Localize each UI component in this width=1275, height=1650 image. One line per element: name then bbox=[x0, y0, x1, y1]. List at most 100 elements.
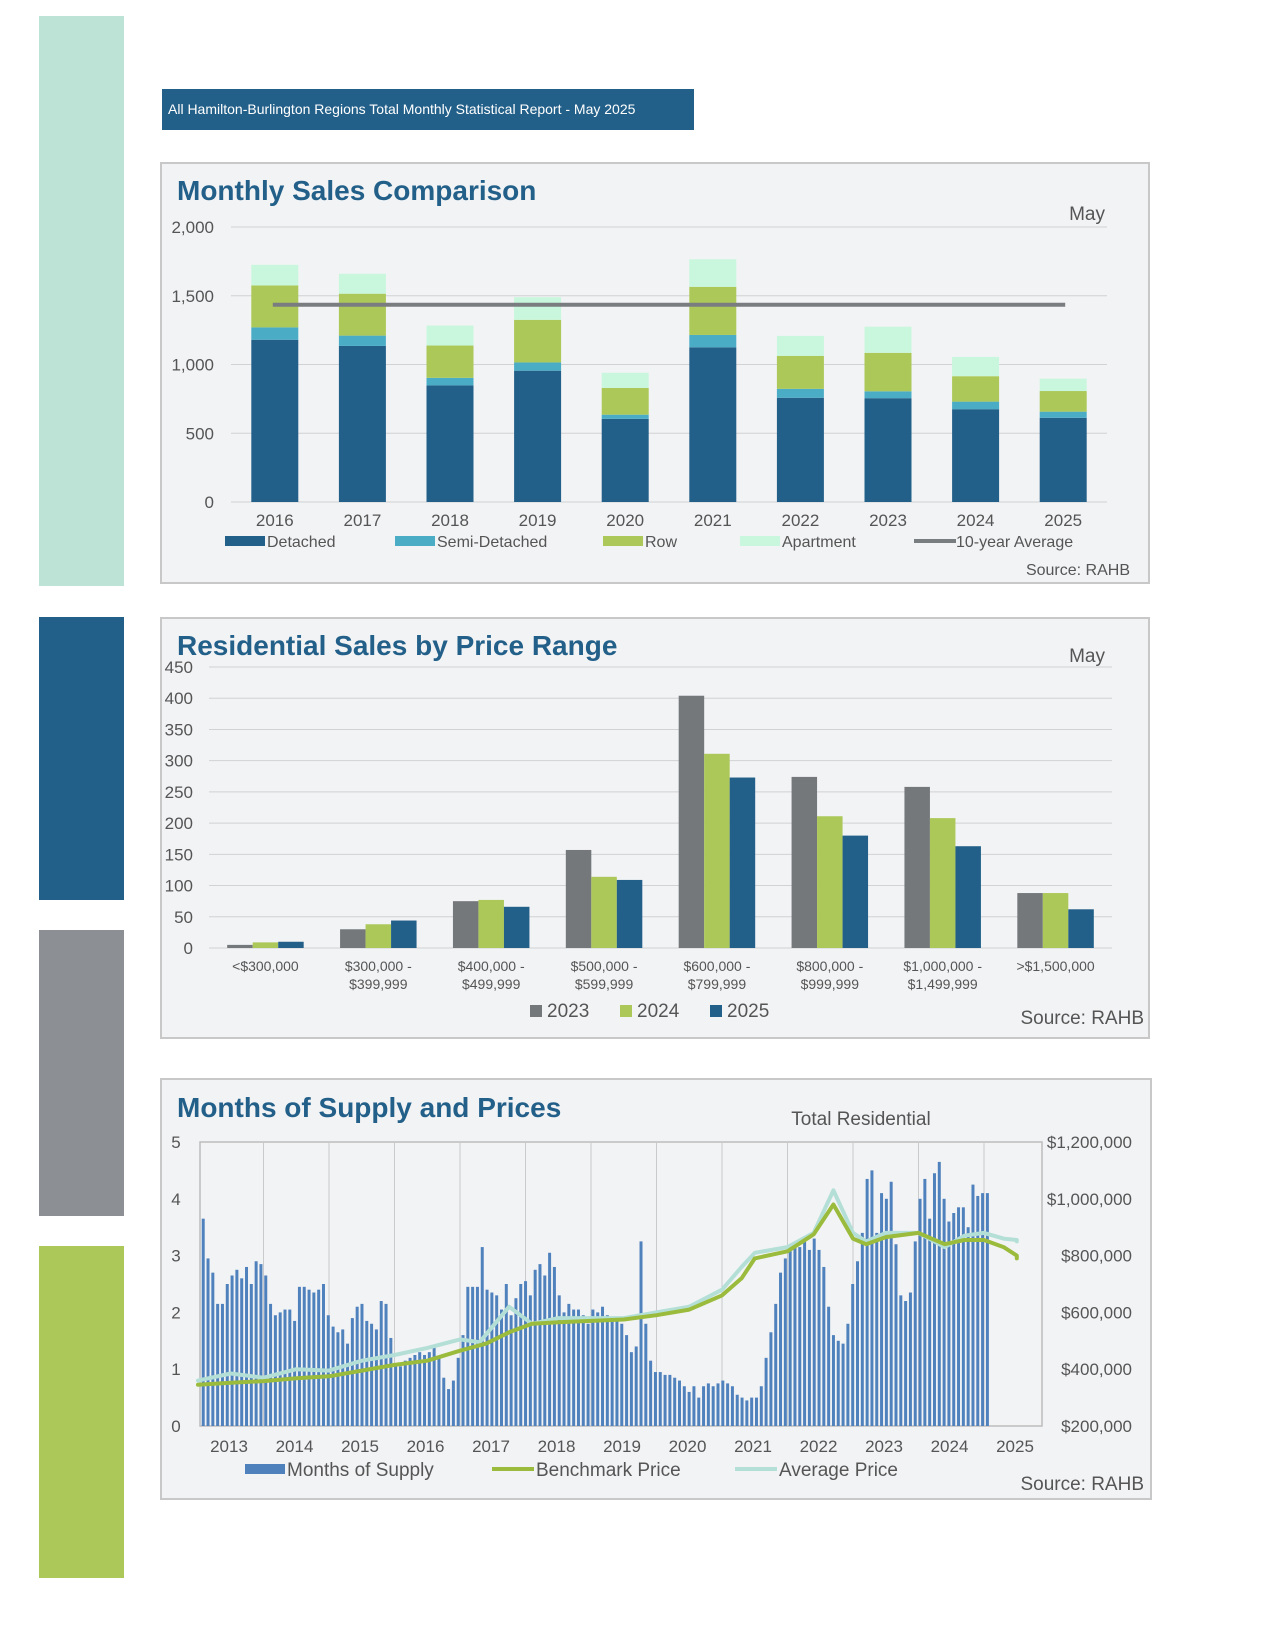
supply-bar bbox=[562, 1312, 566, 1426]
supply-bar bbox=[851, 1284, 855, 1426]
y-tick-label: 1,000 bbox=[171, 356, 214, 375]
legend-label: Row bbox=[645, 534, 677, 551]
bar bbox=[704, 753, 730, 948]
supply-bar bbox=[721, 1380, 725, 1426]
supply-bar bbox=[355, 1306, 359, 1426]
chart-source: Source: RAHB bbox=[1020, 1474, 1144, 1495]
supply-bar bbox=[596, 1312, 600, 1426]
supply-bar bbox=[668, 1374, 672, 1426]
supply-bar bbox=[500, 1309, 503, 1426]
supply-bar bbox=[543, 1275, 547, 1426]
bar-segment bbox=[864, 398, 912, 502]
legend-swatch bbox=[245, 1464, 285, 1474]
supply-bar bbox=[803, 1241, 807, 1426]
side-bar-blue bbox=[39, 617, 124, 900]
x-tick-label: 2016 bbox=[407, 1437, 445, 1456]
bar-segment bbox=[601, 418, 649, 502]
supply-bar bbox=[774, 1303, 778, 1426]
supply-bar bbox=[783, 1258, 787, 1426]
chart-subtitle: Total Residential bbox=[791, 1109, 930, 1130]
bar-segment bbox=[1039, 411, 1087, 418]
y-left-tick-label: 2 bbox=[171, 1303, 180, 1322]
supply-bar bbox=[644, 1323, 648, 1426]
x-tick-label: 2025 bbox=[996, 1437, 1034, 1456]
bar bbox=[278, 941, 304, 948]
x-tick-label: 2023 bbox=[869, 511, 907, 530]
bar-segment bbox=[776, 397, 824, 502]
supply-bar bbox=[639, 1241, 643, 1426]
x-tick-label: 2017 bbox=[472, 1437, 510, 1456]
legend-swatch bbox=[530, 1005, 542, 1017]
legend-label: 2025 bbox=[727, 1001, 769, 1022]
supply-bar bbox=[269, 1303, 273, 1426]
supply-bar bbox=[653, 1372, 657, 1426]
supply-bar bbox=[317, 1289, 321, 1426]
bar bbox=[616, 879, 643, 948]
price-range-chart: Residential Sales by Price Range May 450… bbox=[165, 630, 1144, 1029]
supply-prices-chart: Months of Supply and Prices Total Reside… bbox=[171, 1092, 1144, 1495]
supply-bar bbox=[259, 1264, 263, 1426]
x-tick-label: 2021 bbox=[694, 511, 732, 530]
supply-bar bbox=[557, 1295, 561, 1426]
bar bbox=[452, 901, 479, 948]
supply-bar bbox=[413, 1355, 417, 1426]
legend-label: Detached bbox=[267, 534, 336, 551]
supply-bar bbox=[586, 1323, 590, 1426]
bar-segment bbox=[338, 335, 386, 346]
supply-bar bbox=[576, 1309, 580, 1426]
supply-bar bbox=[663, 1374, 667, 1426]
supply-bar bbox=[981, 1193, 985, 1426]
bar bbox=[478, 899, 504, 948]
legend-swatch bbox=[395, 536, 435, 546]
supply-bar bbox=[456, 1357, 460, 1426]
x-tick-label: $799,999 bbox=[688, 976, 747, 992]
bar-segment bbox=[952, 409, 1000, 502]
supply-bar bbox=[485, 1289, 489, 1426]
supply-bar bbox=[365, 1320, 369, 1426]
supply-bar bbox=[942, 1198, 946, 1426]
legend-swatch bbox=[740, 536, 780, 546]
supply-bar bbox=[875, 1232, 879, 1426]
legend-label: 2023 bbox=[547, 1001, 589, 1022]
supply-bar bbox=[206, 1258, 210, 1426]
bar bbox=[252, 942, 279, 948]
bar-segment bbox=[338, 273, 386, 294]
y-right-tick-label: $600,000 bbox=[1061, 1303, 1132, 1322]
supply-bar bbox=[495, 1295, 499, 1426]
supply-bar bbox=[769, 1332, 773, 1426]
supply-bar bbox=[249, 1284, 253, 1426]
x-tick-label: $500,000 - bbox=[571, 958, 638, 974]
supply-bar bbox=[418, 1352, 422, 1426]
x-tick-label: $400,000 - bbox=[458, 958, 525, 974]
bar-segment bbox=[689, 334, 737, 348]
y-right-tick-label: $200,000 bbox=[1061, 1417, 1132, 1436]
supply-bar bbox=[451, 1380, 455, 1426]
supply-bar bbox=[952, 1213, 956, 1426]
bar-segment bbox=[689, 347, 737, 502]
supply-bar bbox=[615, 1318, 619, 1426]
legend-label: Semi-Detached bbox=[437, 534, 547, 551]
bar bbox=[1017, 893, 1043, 948]
legend-swatch bbox=[620, 1005, 632, 1017]
supply-bar bbox=[947, 1221, 951, 1426]
supply-prices-panel: Months of Supply and Prices Total Reside… bbox=[160, 1078, 1152, 1500]
supply-bar bbox=[466, 1286, 470, 1426]
x-tick-label: 2016 bbox=[256, 511, 294, 530]
price-range-panel: Residential Sales by Price Range May 450… bbox=[160, 617, 1150, 1039]
y-left-tick-label: 3 bbox=[171, 1247, 180, 1266]
supply-bar bbox=[884, 1198, 888, 1426]
legend-swatch bbox=[225, 536, 265, 546]
bar-segment bbox=[514, 362, 562, 371]
x-tick-label: 2024 bbox=[957, 511, 995, 530]
supply-bar bbox=[812, 1238, 816, 1426]
supply-bar bbox=[394, 1363, 398, 1426]
bar bbox=[340, 929, 366, 948]
supply-bar bbox=[567, 1303, 571, 1426]
supply-bar bbox=[682, 1386, 686, 1426]
supply-bar bbox=[538, 1264, 542, 1426]
x-tick-label: $999,999 bbox=[801, 976, 860, 992]
supply-bar bbox=[605, 1315, 609, 1426]
bar bbox=[817, 816, 843, 948]
y-tick-label: 100 bbox=[165, 877, 193, 896]
supply-bar bbox=[899, 1295, 903, 1426]
